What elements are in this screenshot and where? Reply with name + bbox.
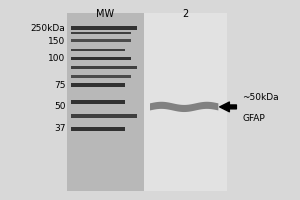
FancyBboxPatch shape [144, 13, 227, 191]
FancyBboxPatch shape [71, 57, 131, 60]
Text: MW: MW [96, 9, 115, 19]
Text: 2: 2 [182, 9, 189, 19]
Text: 250kDa: 250kDa [31, 24, 65, 33]
FancyBboxPatch shape [71, 127, 125, 131]
FancyBboxPatch shape [71, 75, 131, 78]
Text: ~50kDa: ~50kDa [242, 93, 279, 102]
FancyBboxPatch shape [71, 32, 131, 34]
FancyBboxPatch shape [67, 13, 144, 191]
FancyBboxPatch shape [71, 114, 136, 118]
Text: 150: 150 [48, 37, 65, 46]
FancyBboxPatch shape [71, 83, 125, 87]
Text: 50: 50 [54, 102, 65, 111]
FancyBboxPatch shape [71, 26, 136, 30]
Polygon shape [150, 102, 218, 112]
Text: 75: 75 [54, 81, 65, 90]
FancyBboxPatch shape [71, 66, 136, 69]
Text: GFAP: GFAP [242, 114, 265, 123]
Text: 37: 37 [54, 124, 65, 133]
Text: 100: 100 [48, 54, 65, 63]
FancyBboxPatch shape [71, 49, 125, 51]
FancyBboxPatch shape [71, 39, 131, 42]
FancyBboxPatch shape [71, 100, 125, 104]
